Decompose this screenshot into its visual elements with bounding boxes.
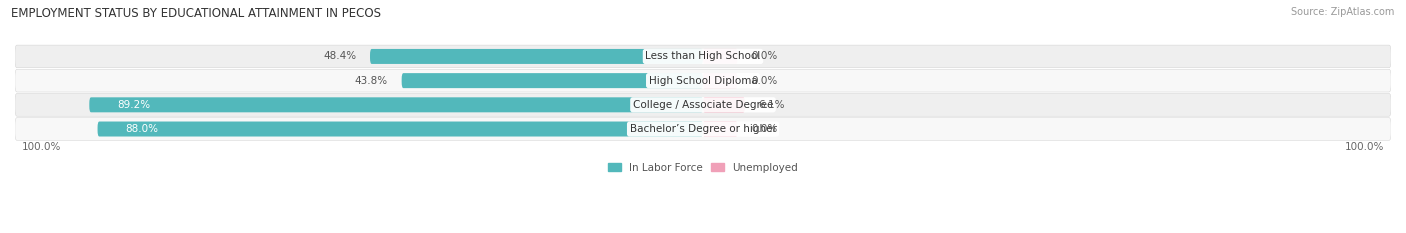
FancyBboxPatch shape bbox=[703, 49, 737, 64]
Text: Less than High School: Less than High School bbox=[645, 51, 761, 62]
Text: 0.0%: 0.0% bbox=[751, 124, 778, 134]
Legend: In Labor Force, Unemployed: In Labor Force, Unemployed bbox=[605, 158, 801, 177]
FancyBboxPatch shape bbox=[15, 118, 1391, 140]
FancyBboxPatch shape bbox=[15, 69, 1391, 92]
Text: Bachelor’s Degree or higher: Bachelor’s Degree or higher bbox=[630, 124, 776, 134]
Text: 48.4%: 48.4% bbox=[323, 51, 356, 62]
FancyBboxPatch shape bbox=[703, 97, 745, 112]
Text: High School Diploma: High School Diploma bbox=[648, 76, 758, 86]
Text: 89.2%: 89.2% bbox=[117, 100, 150, 110]
Text: EMPLOYMENT STATUS BY EDUCATIONAL ATTAINMENT IN PECOS: EMPLOYMENT STATUS BY EDUCATIONAL ATTAINM… bbox=[11, 7, 381, 20]
FancyBboxPatch shape bbox=[402, 73, 703, 88]
Text: College / Associate Degree: College / Associate Degree bbox=[633, 100, 773, 110]
FancyBboxPatch shape bbox=[15, 45, 1391, 68]
Text: 100.0%: 100.0% bbox=[1344, 142, 1384, 152]
Text: 88.0%: 88.0% bbox=[125, 124, 157, 134]
FancyBboxPatch shape bbox=[370, 49, 703, 64]
Text: 0.0%: 0.0% bbox=[751, 51, 778, 62]
Text: 0.0%: 0.0% bbox=[751, 76, 778, 86]
FancyBboxPatch shape bbox=[703, 122, 737, 137]
FancyBboxPatch shape bbox=[15, 93, 1391, 116]
FancyBboxPatch shape bbox=[703, 73, 737, 88]
FancyBboxPatch shape bbox=[90, 97, 703, 112]
Text: 43.8%: 43.8% bbox=[354, 76, 388, 86]
Text: 100.0%: 100.0% bbox=[22, 142, 62, 152]
Text: Source: ZipAtlas.com: Source: ZipAtlas.com bbox=[1291, 7, 1395, 17]
Text: 6.1%: 6.1% bbox=[759, 100, 785, 110]
FancyBboxPatch shape bbox=[97, 122, 703, 137]
